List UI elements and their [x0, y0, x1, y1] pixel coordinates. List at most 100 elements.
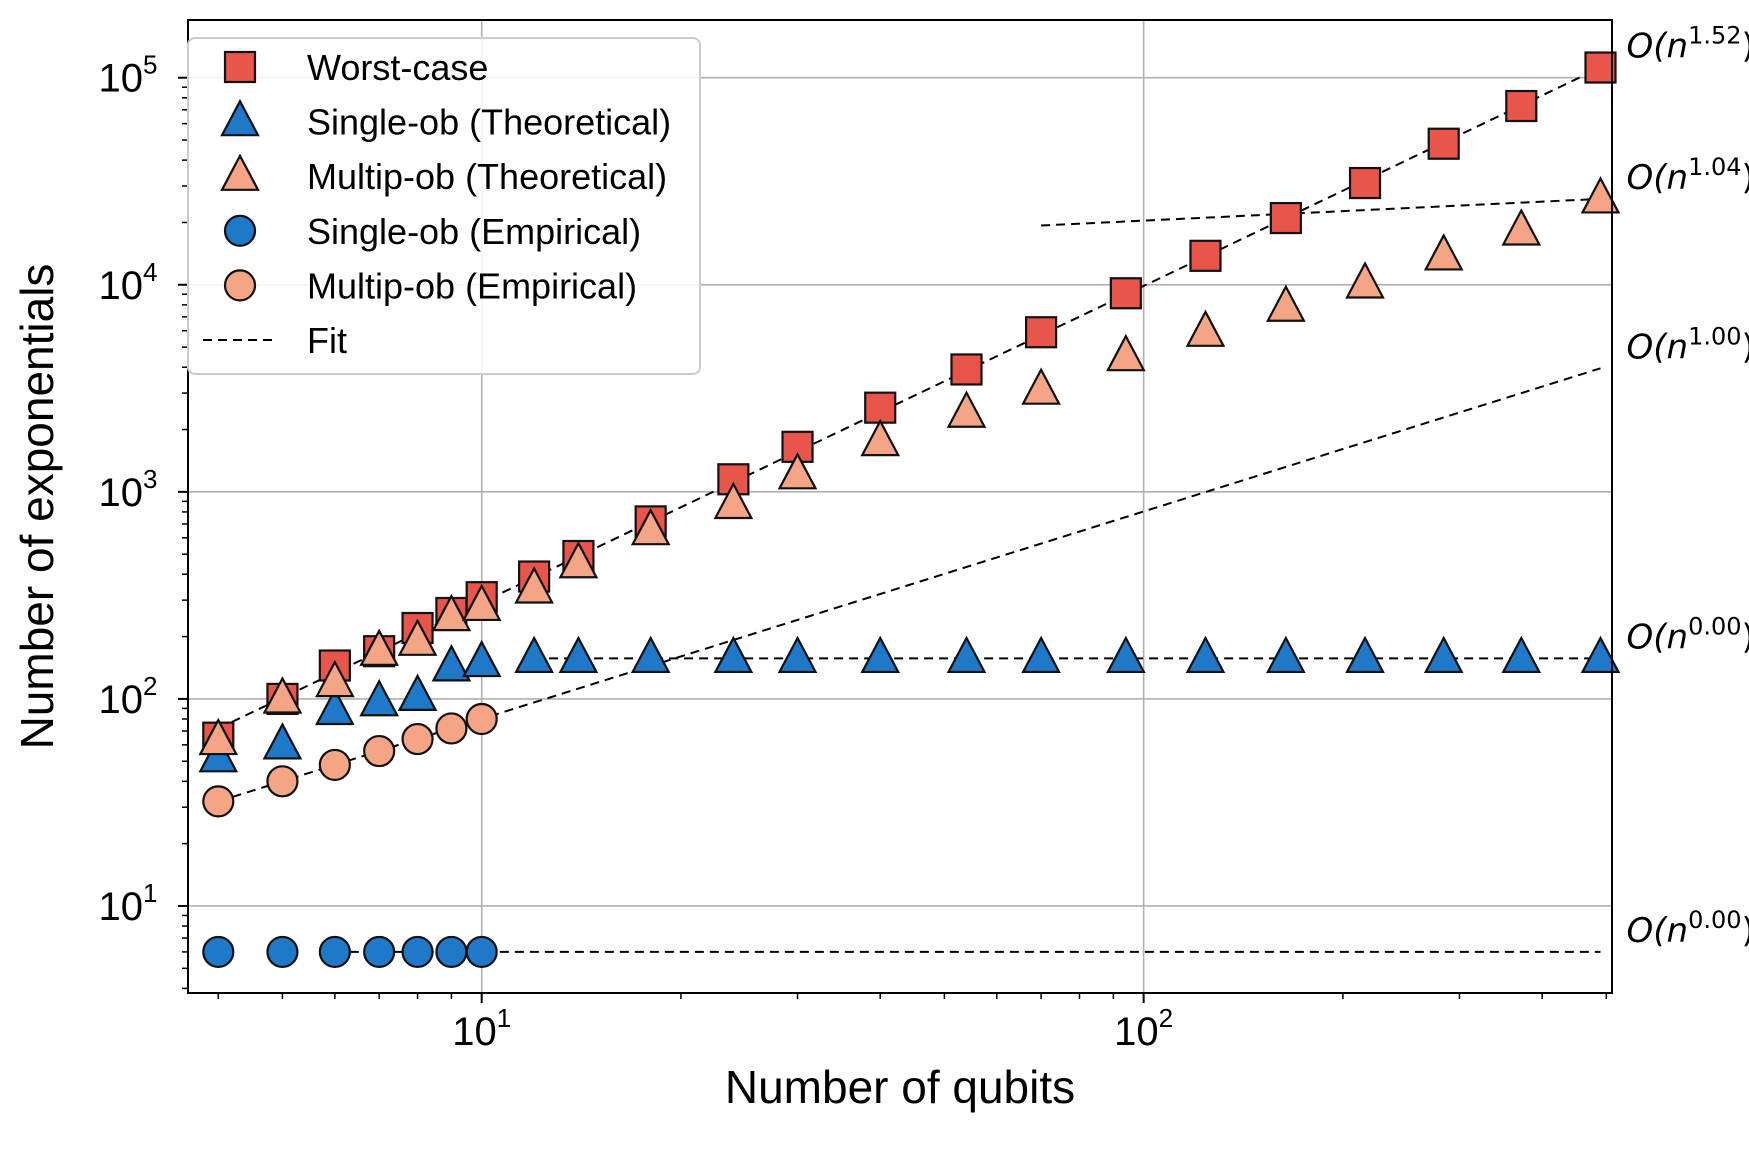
x-tick-label: 102 [1114, 1003, 1173, 1054]
data-point [461, 639, 502, 678]
data-point [401, 935, 434, 969]
legend-label: Multip-ob (Theoretical) [307, 156, 667, 197]
plot-frame [187, 19, 1613, 994]
data-point [1423, 233, 1464, 271]
data-point [1266, 284, 1306, 322]
data-point [946, 635, 987, 674]
data-point [1021, 367, 1061, 405]
data-point [1269, 201, 1302, 235]
data-point [262, 676, 303, 714]
series-group [202, 935, 498, 969]
data-point [1024, 316, 1058, 349]
data-point [1106, 333, 1146, 372]
y-tick-label: 104 [99, 257, 158, 308]
data-point [359, 678, 399, 717]
data-point [266, 765, 299, 798]
data-point [1584, 51, 1617, 84]
y-tick-label: 102 [99, 671, 158, 722]
data-point [860, 635, 901, 674]
data-point [401, 722, 434, 756]
y-tick-label: 103 [99, 464, 158, 515]
data-point [431, 593, 472, 632]
legend: Worst-case Single-ob (Theoretical) Multip-… [187, 37, 701, 375]
data-point [1185, 309, 1226, 347]
data-point [950, 353, 983, 386]
data-point [315, 659, 355, 698]
data-point [363, 935, 396, 969]
data-point [1345, 635, 1385, 674]
data-point [777, 635, 818, 674]
data-point [860, 418, 901, 457]
legend-label: Fit [307, 320, 347, 361]
legend-marker [223, 50, 257, 84]
data-point [397, 618, 438, 656]
data-point [1021, 635, 1061, 674]
data-point [461, 583, 502, 622]
data-point [713, 481, 754, 520]
data-point [1109, 277, 1142, 310]
data-point [465, 702, 498, 736]
legend-marker [220, 153, 260, 191]
data-point [1348, 166, 1382, 200]
fit-line [1041, 197, 1601, 227]
data-point [1427, 127, 1460, 160]
data-point [465, 935, 498, 969]
series-group [198, 176, 1621, 756]
series-group [202, 702, 498, 818]
data-point [713, 635, 754, 674]
legend-label: Worst-case [307, 47, 488, 88]
fit-annotations: O(n1.52) O(n1.04) O(n1.00) O(n0.00) O(n0.00) [1626, 22, 1749, 951]
legend-label: Multip-ob (Empirical) [307, 265, 637, 306]
legend-label: Single-ob (Theoretical) [307, 102, 671, 143]
data-point [315, 687, 355, 726]
data-point [202, 935, 235, 969]
data-point [198, 717, 239, 756]
data-point [363, 734, 396, 768]
data-point [558, 540, 599, 579]
data-point [630, 635, 671, 674]
data-point [359, 628, 399, 666]
legend-box [187, 37, 701, 375]
data-point [435, 712, 468, 745]
fit-annotation: O(n0.00) [1626, 612, 1749, 657]
data-point [864, 391, 897, 424]
data-point [1423, 635, 1464, 674]
data-point [946, 390, 987, 428]
legend-marker [223, 269, 257, 302]
data-point [431, 644, 472, 682]
legend-marker [220, 98, 260, 137]
x-axis-label: Number of qubits [725, 1061, 1075, 1113]
data-point [1501, 208, 1542, 246]
data-point [1580, 635, 1621, 674]
data-point [1106, 635, 1146, 674]
data-point [318, 935, 351, 969]
data-point [266, 935, 299, 969]
fit-annotation: O(n1.04) [1626, 153, 1749, 198]
x-tick-label: 101 [452, 1003, 511, 1054]
data-point [1345, 261, 1385, 299]
legend-label: Single-ob (Empirical) [307, 211, 641, 252]
data-point [514, 566, 554, 604]
series-group [198, 635, 1621, 773]
data-point [630, 507, 671, 546]
legend-marker [223, 214, 257, 247]
data-point [1505, 89, 1538, 123]
data-point [262, 722, 303, 760]
fit-annotation: O(n0.00) [1626, 906, 1749, 951]
y-tick-label: 105 [99, 50, 158, 101]
data-point [435, 935, 468, 969]
data-point [1501, 635, 1542, 674]
fit-annotation: O(n1.52) [1626, 22, 1749, 67]
data-point [1266, 635, 1306, 674]
fit-annotation: O(n1.00) [1626, 322, 1749, 367]
data-point [777, 451, 818, 490]
data-point [202, 785, 235, 818]
y-axis-label: Number of exponentials [11, 264, 63, 750]
data-point [514, 635, 554, 674]
axis-ticks: 101 102 101 102 103 104 105 [99, 50, 1608, 1054]
data-point [558, 635, 599, 674]
data-point [1580, 176, 1621, 214]
data-point [397, 673, 438, 711]
data-point [1189, 239, 1222, 272]
